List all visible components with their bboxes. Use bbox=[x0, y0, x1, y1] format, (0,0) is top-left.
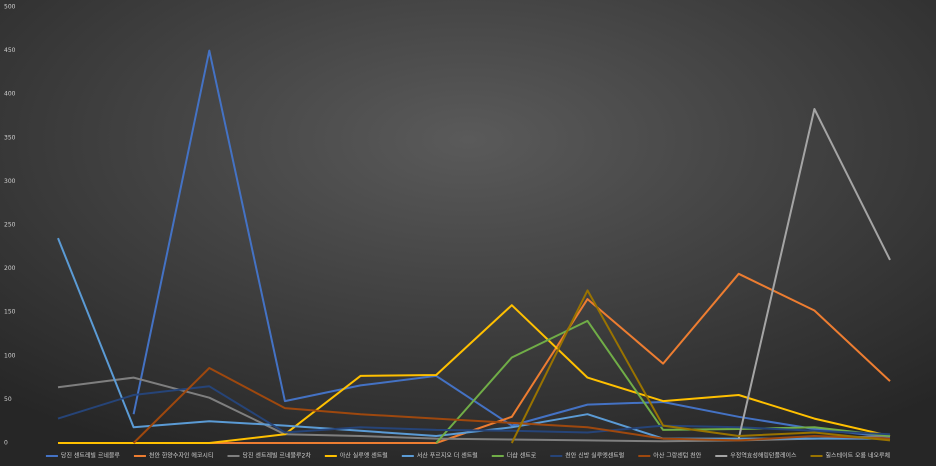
legend-label: 우정역효성해링턴플레이스 bbox=[730, 452, 797, 460]
series-line bbox=[57, 385, 891, 436]
series-line bbox=[57, 237, 890, 440]
legend-label: 힐스테이트 오룡 네오루체 bbox=[826, 452, 891, 460]
y-tick-label: 350 bbox=[4, 134, 16, 141]
y-tick-label: 150 bbox=[4, 309, 16, 316]
y-tick-label: 450 bbox=[4, 47, 16, 54]
y-tick-label: 250 bbox=[4, 222, 16, 229]
y-tick-label: 500 bbox=[4, 4, 16, 11]
legend-label: 더샵 센트로 bbox=[507, 452, 537, 460]
y-tick-label: 400 bbox=[4, 91, 16, 98]
y-tick-label: 300 bbox=[4, 178, 16, 185]
legend-label: 아산 실루엣 센트럴 bbox=[340, 452, 388, 460]
y-tick-label: 0 bbox=[4, 440, 8, 447]
legend-label: 서산 푸르지오 더 센트럴 bbox=[417, 452, 478, 460]
y-tick-label: 100 bbox=[4, 352, 16, 359]
series-line bbox=[510, 289, 891, 444]
y-tick-label: 200 bbox=[4, 265, 16, 272]
legend-label: 당진 센트레빌 르네블루2차 bbox=[242, 452, 311, 460]
legend-label: 당진 센트레빌 르네블루 bbox=[61, 452, 120, 460]
series-line bbox=[737, 108, 891, 439]
legend-label: 아산 그랑센텀 천안 bbox=[653, 452, 701, 460]
legend-label: 천안 한양수자인 에코시티 bbox=[149, 452, 214, 460]
legend-label: 천안 신방 실루엣센트럴 bbox=[565, 452, 624, 460]
series-line bbox=[132, 367, 891, 444]
series-line bbox=[58, 304, 891, 444]
series-line bbox=[132, 49, 891, 438]
legend: 당진 센트레빌 르네블루 천안 한양수자인 에코시티 당진 센트레빌 르네블루2차 아… bbox=[45, 452, 891, 460]
series-line bbox=[435, 319, 891, 444]
y-tick-label: 50 bbox=[4, 396, 12, 403]
